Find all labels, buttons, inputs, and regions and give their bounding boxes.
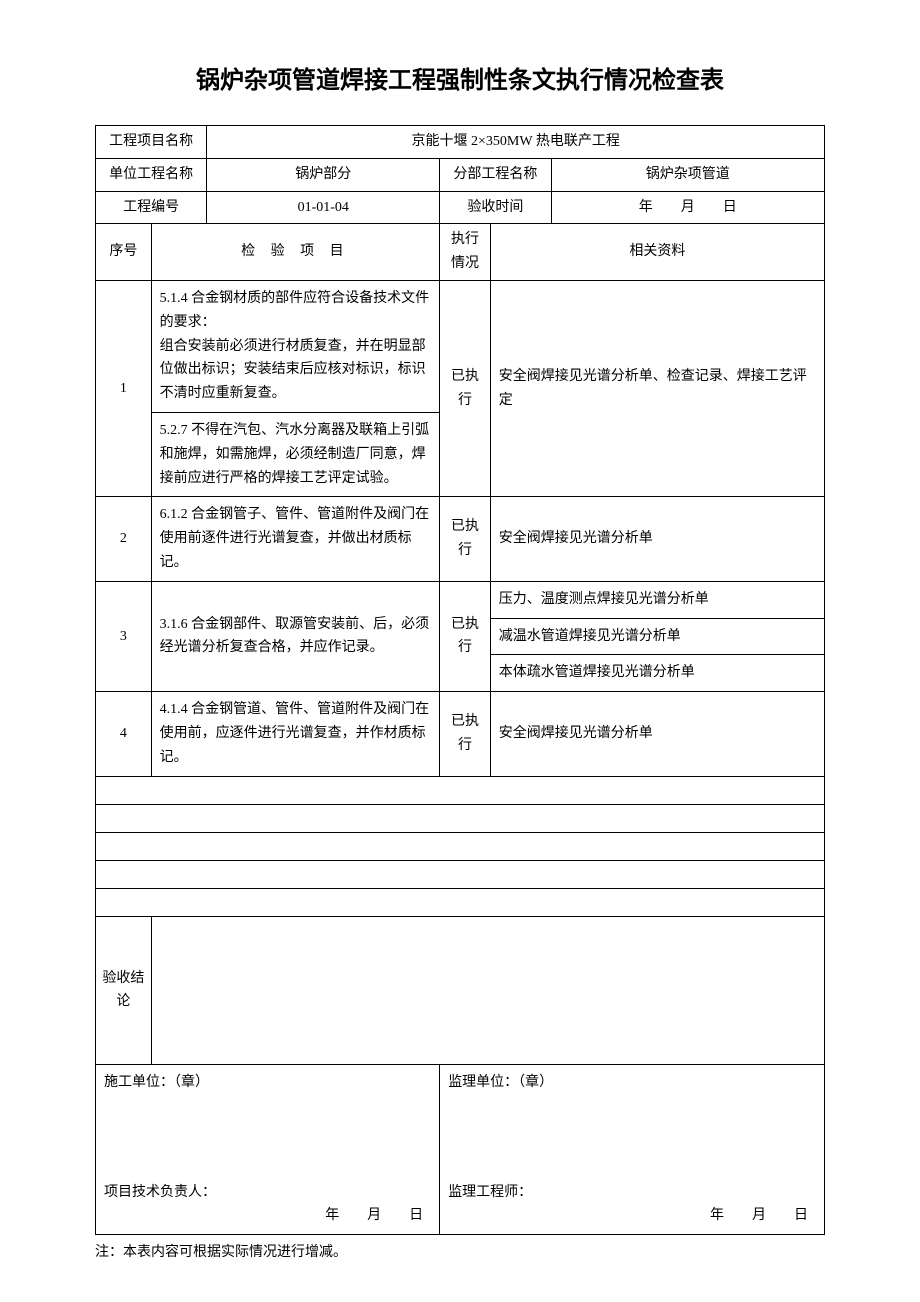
seq-4: 4 <box>96 692 152 776</box>
empty-row <box>96 888 825 916</box>
supervision-sign-cell: 监理单位：（章） 监理工程师： 年 月 日 <box>440 1065 825 1235</box>
empty-row <box>96 776 825 804</box>
supervision-unit-label: 监理单位：（章） <box>448 1071 816 1095</box>
value-accept-time: 年 月 日 <box>551 191 824 224</box>
col-exec: 执行情况 <box>440 224 491 281</box>
col-item-text: 检 验 项 目 <box>241 244 350 259</box>
project-tech-lead-label: 项目技术负责人： <box>104 1181 431 1205</box>
item-3: 3.1.6 合金钢部件、取源管安装前、后，必须经光谱分析复查合格，并应作记录。 <box>151 581 440 691</box>
col-item: 检 验 项 目 <box>151 224 440 281</box>
exec-1: 已执行 <box>440 280 491 496</box>
item-1a: 5.1.4 合金钢材质的部件应符合设备技术文件的要求：组合安装前必须进行材质复查… <box>151 280 440 412</box>
material-3b: 减温水管道焊接见光谱分析单 <box>490 618 824 655</box>
empty-row <box>96 832 825 860</box>
exec-4: 已执行 <box>440 692 491 776</box>
item-2: 6.1.2 合金钢管子、管件、管道附件及阀门在使用前逐件进行光谱复查，并做出材质… <box>151 497 440 581</box>
item-1b: 5.2.7 不得在汽包、汽水分离器及联箱上引弧和施焊，如需施焊，必须经制造厂同意… <box>151 412 440 496</box>
value-unit-project: 锅炉部分 <box>207 158 440 191</box>
value-project-no: 01-01-04 <box>207 191 440 224</box>
material-3c: 本体疏水管道焊接见光谱分析单 <box>490 655 824 692</box>
construction-date: 年 月 日 <box>104 1204 431 1228</box>
label-accept-time: 验收时间 <box>440 191 551 224</box>
exec-2: 已执行 <box>440 497 491 581</box>
label-project-name: 工程项目名称 <box>96 126 207 159</box>
label-project-no: 工程编号 <box>96 191 207 224</box>
seq-1: 1 <box>96 280 152 496</box>
conclusion-label: 验收结论 <box>96 916 152 1065</box>
construction-unit-label: 施工单位：（章） <box>104 1071 431 1095</box>
col-material: 相关资料 <box>490 224 824 281</box>
label-unit-project: 单位工程名称 <box>96 158 207 191</box>
supervision-engineer-label: 监理工程师： <box>448 1181 816 1205</box>
supervision-date: 年 月 日 <box>448 1204 816 1228</box>
col-seq: 序号 <box>96 224 152 281</box>
value-project-name: 京能十堰 2×350MW 热电联产工程 <box>207 126 825 159</box>
label-sub-project: 分部工程名称 <box>440 158 551 191</box>
material-1: 安全阀焊接见光谱分析单、检查记录、焊接工艺评定 <box>490 280 824 496</box>
material-3a: 压力、温度测点焊接见光谱分析单 <box>490 581 824 618</box>
page-title: 锅炉杂项管道焊接工程强制性条文执行情况检查表 <box>95 60 825 95</box>
footer-note: 注：本表内容可根据实际情况进行增减。 <box>95 1241 825 1261</box>
seq-2: 2 <box>96 497 152 581</box>
empty-row <box>96 860 825 888</box>
conclusion-content <box>151 916 824 1065</box>
construction-sign-cell: 施工单位：（章） 项目技术负责人： 年 月 日 <box>96 1065 440 1235</box>
empty-row <box>96 804 825 832</box>
seq-3: 3 <box>96 581 152 691</box>
item-4: 4.1.4 合金钢管道、管件、管道附件及阀门在使用前，应逐件进行光谱复查，并作材… <box>151 692 440 776</box>
value-sub-project: 锅炉杂项管道 <box>551 158 824 191</box>
inspection-table: 工程项目名称 京能十堰 2×350MW 热电联产工程 单位工程名称 锅炉部分 分… <box>95 125 825 1235</box>
material-4: 安全阀焊接见光谱分析单 <box>490 692 824 776</box>
exec-3: 已执行 <box>440 581 491 691</box>
material-2: 安全阀焊接见光谱分析单 <box>490 497 824 581</box>
